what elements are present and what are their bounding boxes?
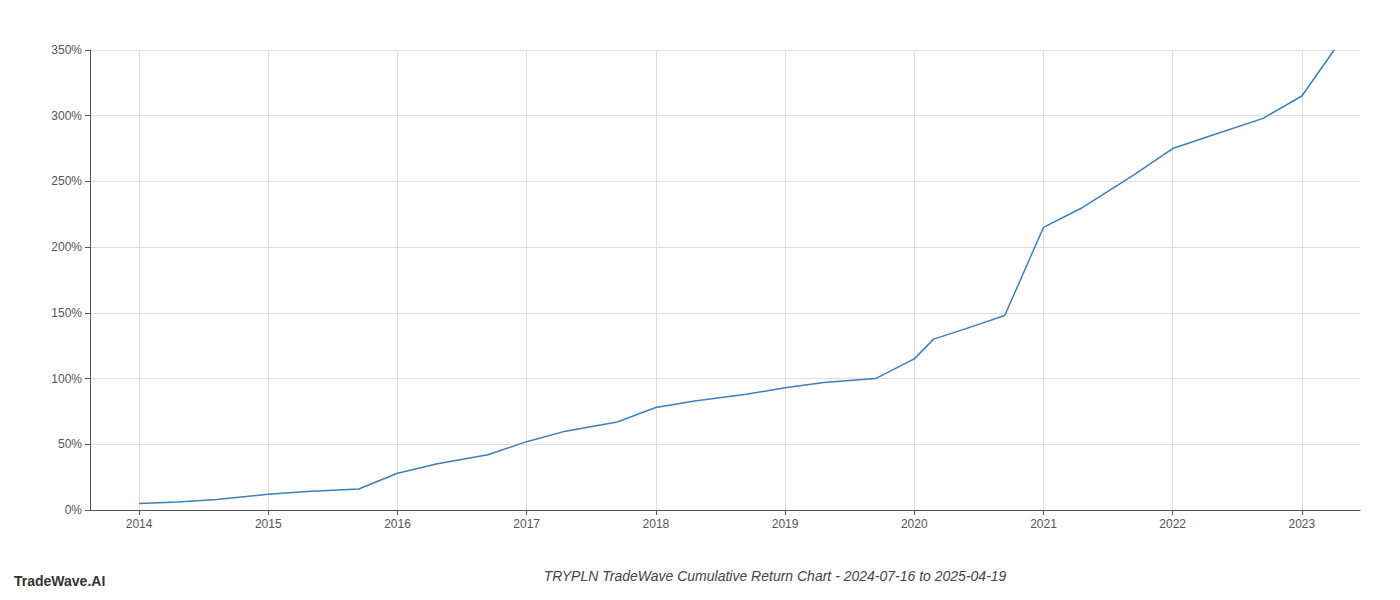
svg-text:2018: 2018 (643, 517, 670, 531)
svg-text:250%: 250% (51, 174, 82, 188)
svg-text:TradeWave.AI: TradeWave.AI (14, 573, 105, 589)
svg-text:2022: 2022 (1159, 517, 1186, 531)
svg-text:100%: 100% (51, 372, 82, 386)
svg-text:2014: 2014 (126, 517, 153, 531)
svg-text:2019: 2019 (772, 517, 799, 531)
svg-text:2020: 2020 (901, 517, 928, 531)
svg-text:50%: 50% (58, 437, 82, 451)
svg-text:300%: 300% (51, 109, 82, 123)
svg-text:2023: 2023 (1289, 517, 1316, 531)
svg-text:2021: 2021 (1030, 517, 1057, 531)
svg-text:200%: 200% (51, 240, 82, 254)
svg-text:2016: 2016 (384, 517, 411, 531)
svg-text:2015: 2015 (255, 517, 282, 531)
svg-text:2017: 2017 (513, 517, 540, 531)
svg-text:TRYPLN TradeWave Cumulative Re: TRYPLN TradeWave Cumulative Return Chart… (544, 568, 1007, 584)
svg-text:350%: 350% (51, 43, 82, 57)
svg-text:150%: 150% (51, 306, 82, 320)
svg-text:0%: 0% (65, 503, 83, 517)
